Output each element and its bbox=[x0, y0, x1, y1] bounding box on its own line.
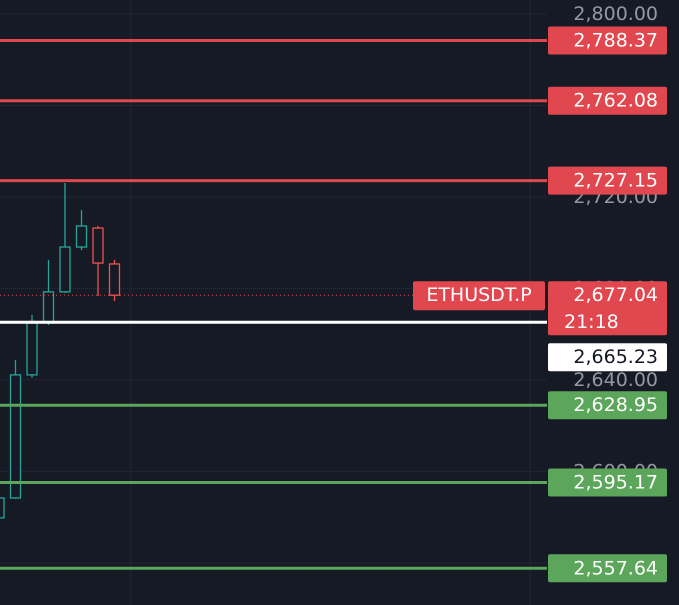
candle-body bbox=[9, 374, 22, 499]
candle-body bbox=[108, 263, 121, 296]
candle-body bbox=[75, 225, 88, 248]
price-label-box bbox=[548, 166, 667, 195]
candle-body bbox=[92, 227, 104, 264]
candle-body bbox=[26, 322, 38, 376]
price-label: 2,628.95 bbox=[573, 394, 658, 416]
y-tick-label: 2,640.00 bbox=[573, 369, 658, 391]
price-label-box bbox=[548, 26, 667, 55]
current-price-label: 2,677.04 bbox=[573, 284, 658, 306]
price-label: 2,762.08 bbox=[573, 90, 658, 112]
candle-body bbox=[0, 497, 5, 519]
y-tick-label: 2,800.00 bbox=[573, 3, 658, 25]
price-label: 2,788.37 bbox=[573, 30, 658, 52]
price-label: 2,727.15 bbox=[573, 170, 658, 192]
price-label-box bbox=[548, 554, 667, 583]
price-label-box bbox=[548, 343, 667, 372]
price-label: 2,557.64 bbox=[573, 557, 658, 579]
symbol-label: ETHUSDT.P bbox=[426, 284, 531, 306]
symbol-box bbox=[413, 281, 545, 311]
countdown: 21:18 bbox=[564, 311, 619, 333]
price-label-box bbox=[548, 391, 667, 420]
price-label: 2,595.17 bbox=[573, 471, 658, 493]
price-label: 2,665.23 bbox=[573, 346, 658, 368]
current-price-box bbox=[548, 281, 667, 336]
candle-body bbox=[42, 291, 55, 324]
price-label-box bbox=[548, 468, 667, 497]
price-label-box bbox=[548, 86, 667, 115]
candle-body bbox=[59, 246, 71, 293]
